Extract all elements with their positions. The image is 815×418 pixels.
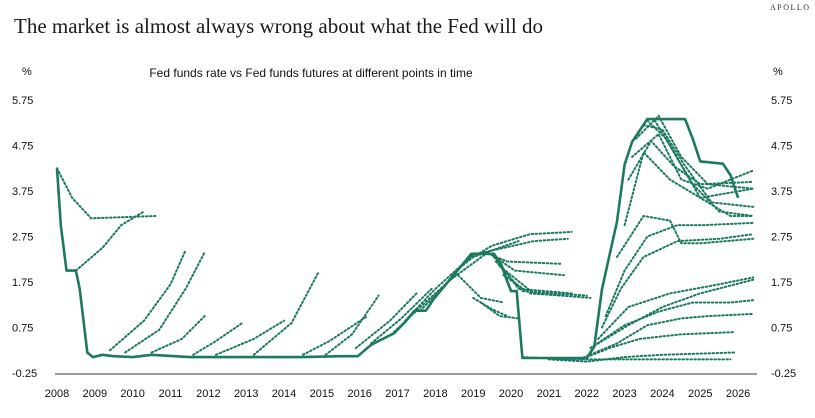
futures-curve — [457, 274, 505, 304]
x-tick-label: 2013 — [234, 388, 258, 400]
fed-funds-rate-series — [55, 117, 740, 360]
futures-curve — [192, 321, 244, 356]
y-tick-label-left: 5.75 — [12, 95, 33, 107]
futures-curve — [578, 312, 755, 361]
y-axis-right: 5.75 4.75 3.75 2.75 1.75 0.75 -0.25 — [771, 95, 796, 380]
futures-curve — [502, 274, 565, 297]
y-tick-label-right: 3.75 — [771, 186, 792, 198]
futures-curve — [324, 294, 380, 356]
x-tick-label: 2011 — [159, 388, 183, 400]
futures-curve — [600, 233, 755, 329]
futures-curve — [653, 119, 755, 217]
x-tick-label: 2009 — [83, 388, 107, 400]
y-tick-label-left: -0.25 — [12, 368, 37, 380]
y-tick-label-left: 1.75 — [12, 277, 33, 289]
y-tick-label-right: -0.25 — [771, 368, 796, 380]
x-tick-label: 2025 — [688, 388, 712, 400]
futures-curve — [56, 167, 157, 220]
futures-curve — [252, 271, 320, 356]
x-tick-label: 2023 — [612, 388, 636, 400]
futures-curve — [593, 278, 755, 347]
futures-curve — [597, 276, 755, 340]
futures-curve — [646, 119, 755, 217]
futures-curve — [214, 319, 285, 356]
y-axis-unit-left: % — [22, 66, 32, 78]
y-tick-label-right: 4.75 — [771, 141, 792, 153]
futures-curve — [627, 139, 755, 186]
x-tick-label: 2020 — [499, 388, 523, 400]
futures-curve — [109, 249, 187, 352]
x-tick-label: 2015 — [310, 388, 334, 400]
futures-curve — [616, 214, 755, 258]
fed-funds-rate-line — [55, 117, 740, 360]
x-tick-label: 2026 — [726, 388, 750, 400]
futures-curve — [631, 132, 755, 190]
y-tick-label-left: 2.75 — [12, 232, 33, 244]
futures-curve — [479, 301, 520, 320]
futures-curve — [370, 287, 433, 345]
chart-subtitle: Fed funds rate vs Fed funds futures at d… — [149, 66, 473, 80]
x-tick-label: 2024 — [650, 388, 674, 400]
futures-curve — [354, 292, 418, 349]
futures-curve — [74, 210, 145, 272]
y-tick-label-right: 1.75 — [771, 277, 792, 289]
x-tick-label: 2018 — [423, 388, 447, 400]
x-tick-label: 2012 — [196, 388, 220, 400]
y-axis-left: 5.75 4.75 3.75 2.75 1.75 0.75 -0.25 — [12, 95, 37, 380]
apollo-brand: APOLLO — [770, 3, 811, 12]
y-axis-unit-right: % — [773, 66, 783, 78]
futures-curve — [604, 221, 755, 318]
futures-curve — [124, 251, 206, 354]
futures-curve — [472, 237, 569, 256]
futures-curve — [547, 351, 736, 363]
futures-curve — [623, 150, 755, 227]
futures-curve — [150, 315, 206, 354]
x-tick-label: 2016 — [347, 388, 371, 400]
futures-curve — [585, 331, 736, 359]
x-tick-label: 2022 — [574, 388, 598, 400]
x-tick-label: 2014 — [272, 388, 296, 400]
futures-curve — [419, 253, 486, 312]
futures-curve — [301, 315, 369, 356]
x-tick-label: 2021 — [537, 388, 561, 400]
x-axis: 2008 2009 2010 2011 2012 2013 2014 2015 2016 2017… — [45, 388, 751, 400]
y-tick-label-left: 0.75 — [12, 323, 33, 335]
x-tick-label: 2019 — [461, 388, 485, 400]
y-tick-label-right: 0.75 — [771, 323, 792, 335]
futures-curve — [589, 299, 755, 349]
chart-title: The market is almost always wrong about … — [14, 14, 543, 38]
y-tick-label-right: 5.75 — [771, 95, 792, 107]
futures-curve — [472, 296, 509, 318]
y-tick-label-right: 2.75 — [771, 232, 792, 244]
x-tick-label: 2008 — [45, 388, 69, 400]
x-tick-label: 2017 — [385, 388, 409, 400]
x-tick-label: 2010 — [120, 388, 144, 400]
y-tick-label-left: 3.75 — [12, 186, 33, 198]
futures-series — [56, 114, 755, 363]
y-tick-label-left: 4.75 — [12, 141, 33, 153]
